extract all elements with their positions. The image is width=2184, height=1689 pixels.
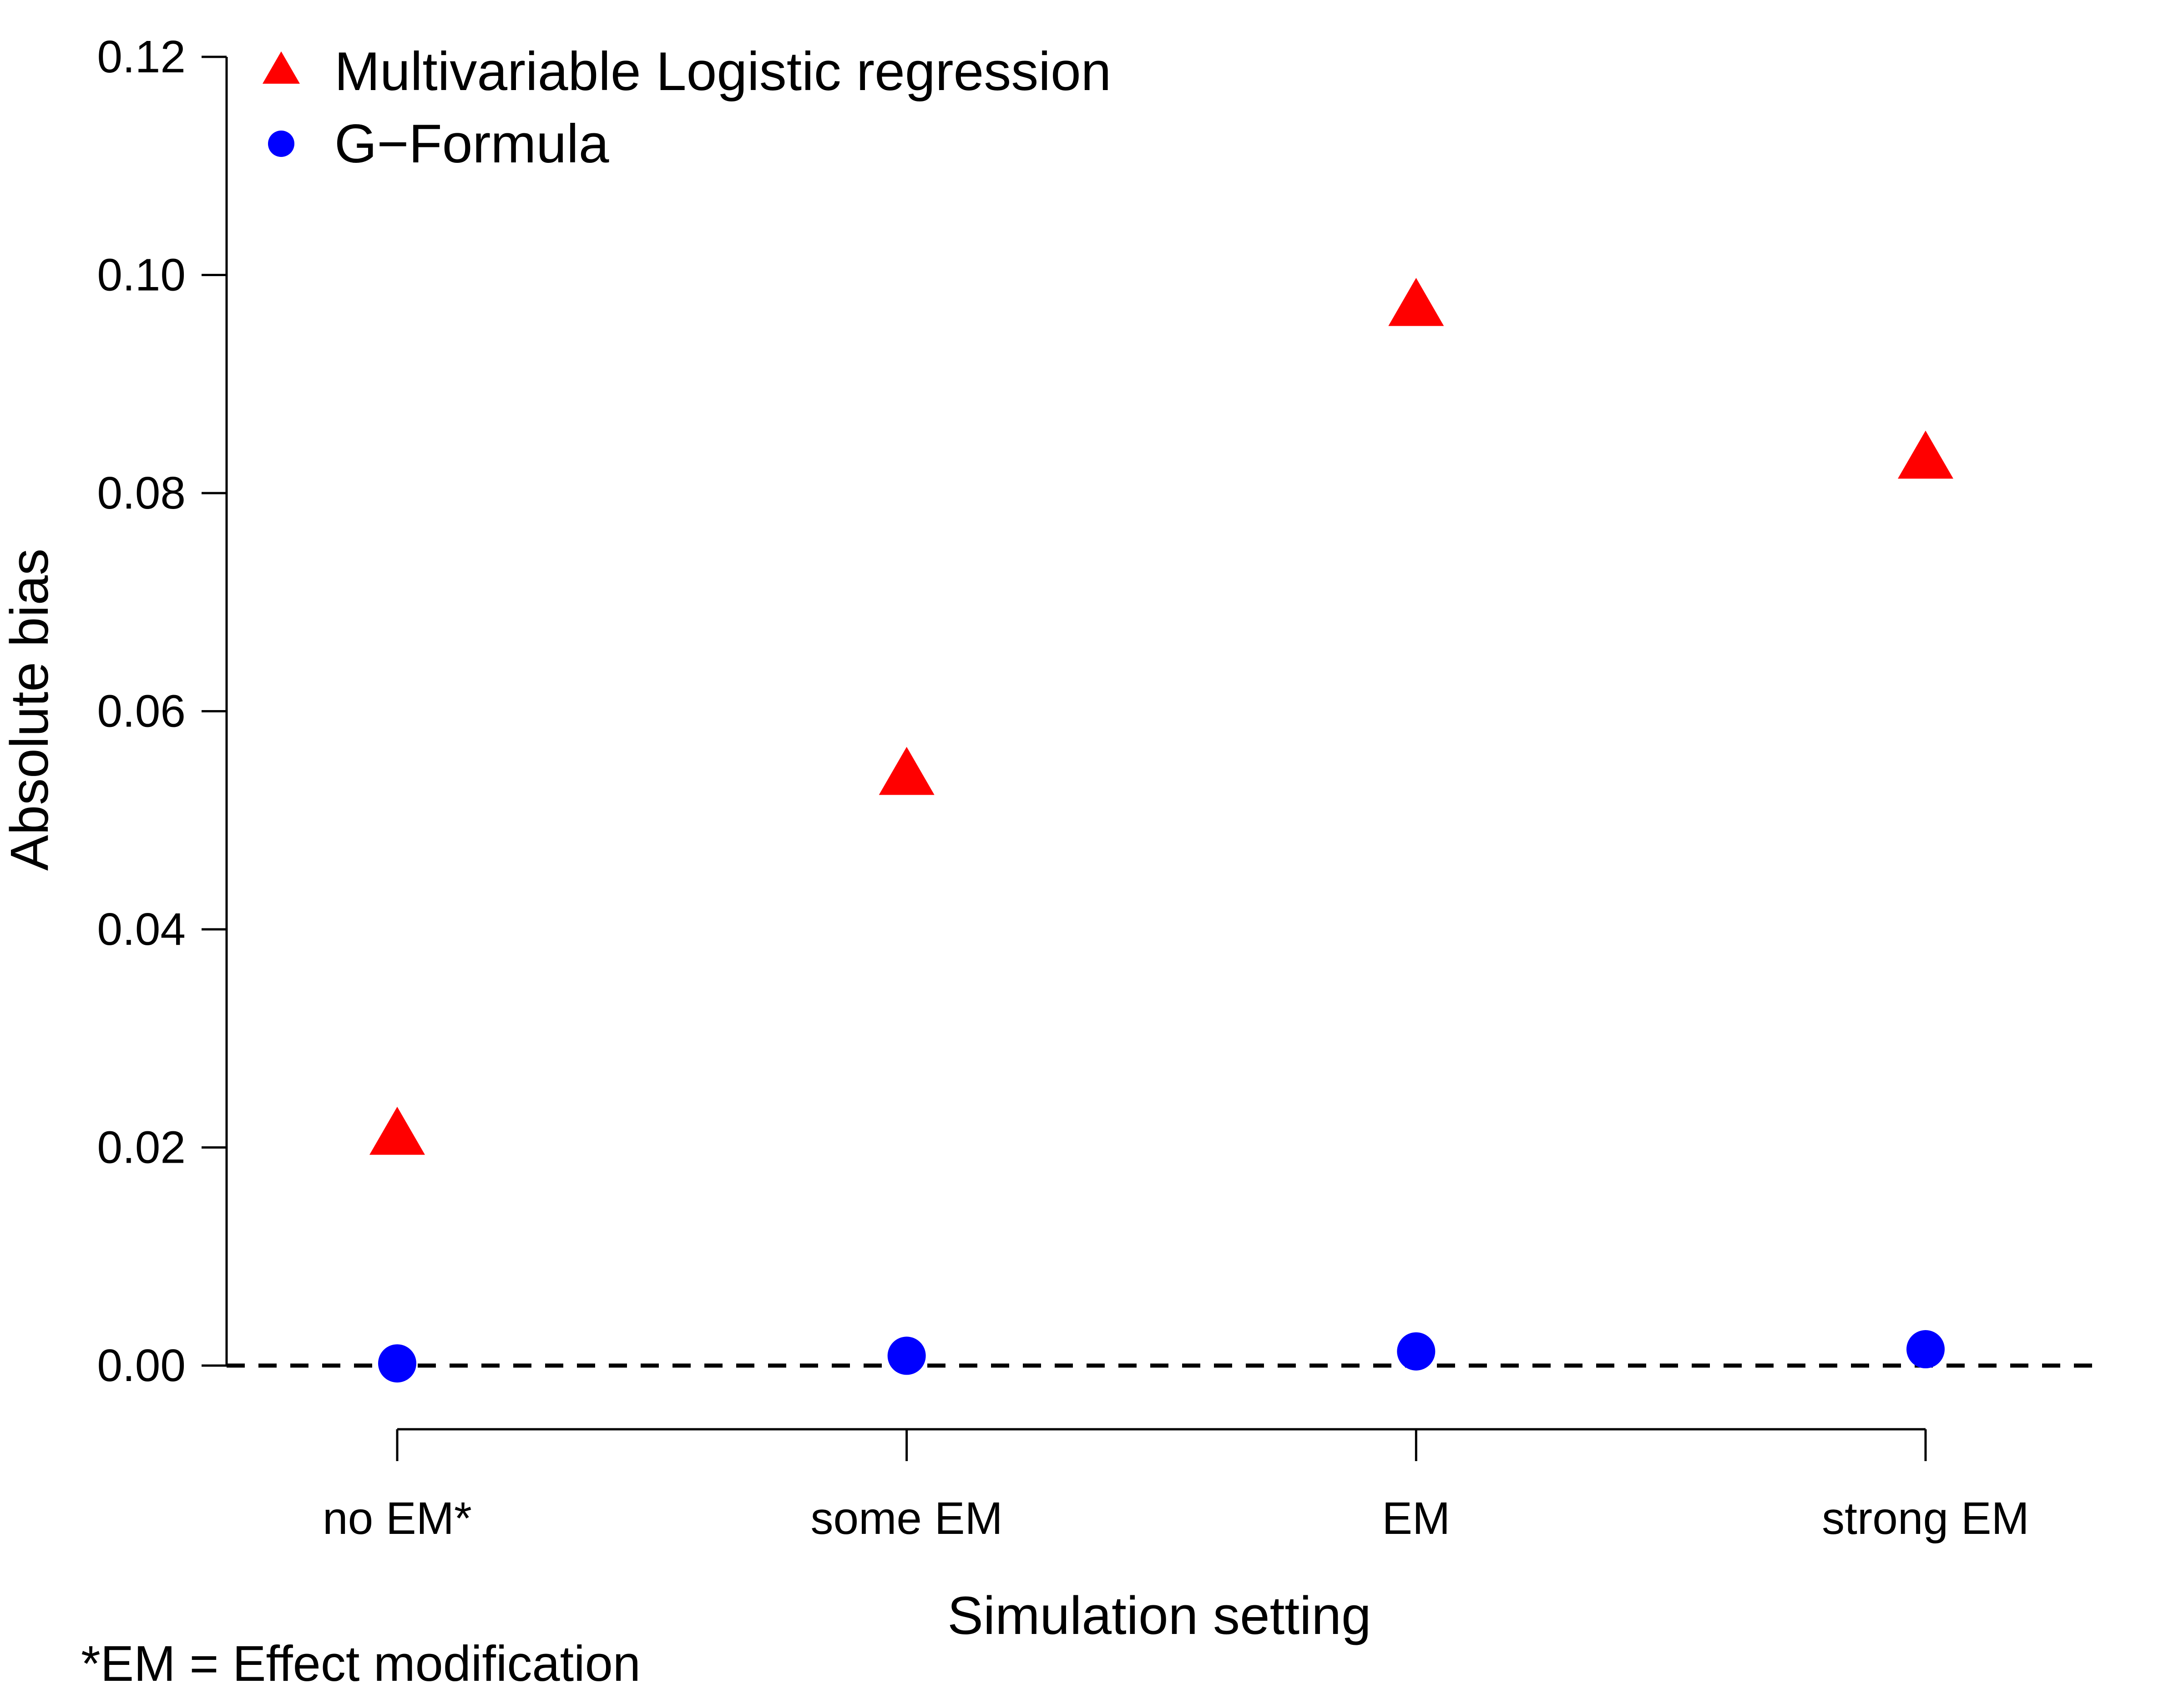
- circle-point: [1906, 1330, 1945, 1369]
- y-tick-label: 0.12: [97, 31, 186, 82]
- plot-marks: [369, 277, 1953, 1383]
- legend-label-g-formula: G−Formula: [334, 113, 609, 174]
- y-tick-label: 0.02: [97, 1122, 186, 1173]
- y-tick-label: 0.00: [97, 1340, 186, 1391]
- circle-point: [1397, 1332, 1436, 1371]
- circle-point: [378, 1344, 416, 1383]
- legend-label-logistic-regression: Multivariable Logistic regression: [334, 41, 1111, 102]
- x-tick-label: EM: [1382, 1493, 1450, 1544]
- y-axis-title: Absolute bias: [0, 549, 60, 871]
- circle-point: [887, 1336, 926, 1375]
- y-axis: 0.00 0.02 0.04 0.06 0.08 0.10 0.12: [97, 31, 228, 1391]
- x-axis: no EM* some EM EM strong EM: [323, 1428, 2029, 1544]
- triangle-point: [1898, 430, 1953, 479]
- triangle-point: [1388, 277, 1444, 326]
- footnote: *EM = Effect modification: [81, 1636, 641, 1689]
- y-tick-label: 0.10: [97, 250, 186, 301]
- y-tick-label: 0.06: [97, 686, 186, 737]
- y-tick-label: 0.04: [97, 904, 186, 955]
- legend-marker-triangle: [263, 51, 300, 84]
- triangle-point: [369, 1107, 425, 1155]
- legend-marker-circle: [268, 131, 294, 157]
- x-axis-title: Simulation setting: [947, 1586, 1371, 1646]
- triangle-point: [879, 746, 935, 795]
- x-tick-label: no EM*: [323, 1493, 472, 1544]
- legend: Multivariable Logistic regression G−Form…: [263, 41, 1111, 174]
- x-tick-label: some EM: [811, 1493, 1003, 1544]
- x-tick-label: strong EM: [1822, 1493, 2029, 1544]
- y-tick-label: 0.08: [97, 468, 186, 519]
